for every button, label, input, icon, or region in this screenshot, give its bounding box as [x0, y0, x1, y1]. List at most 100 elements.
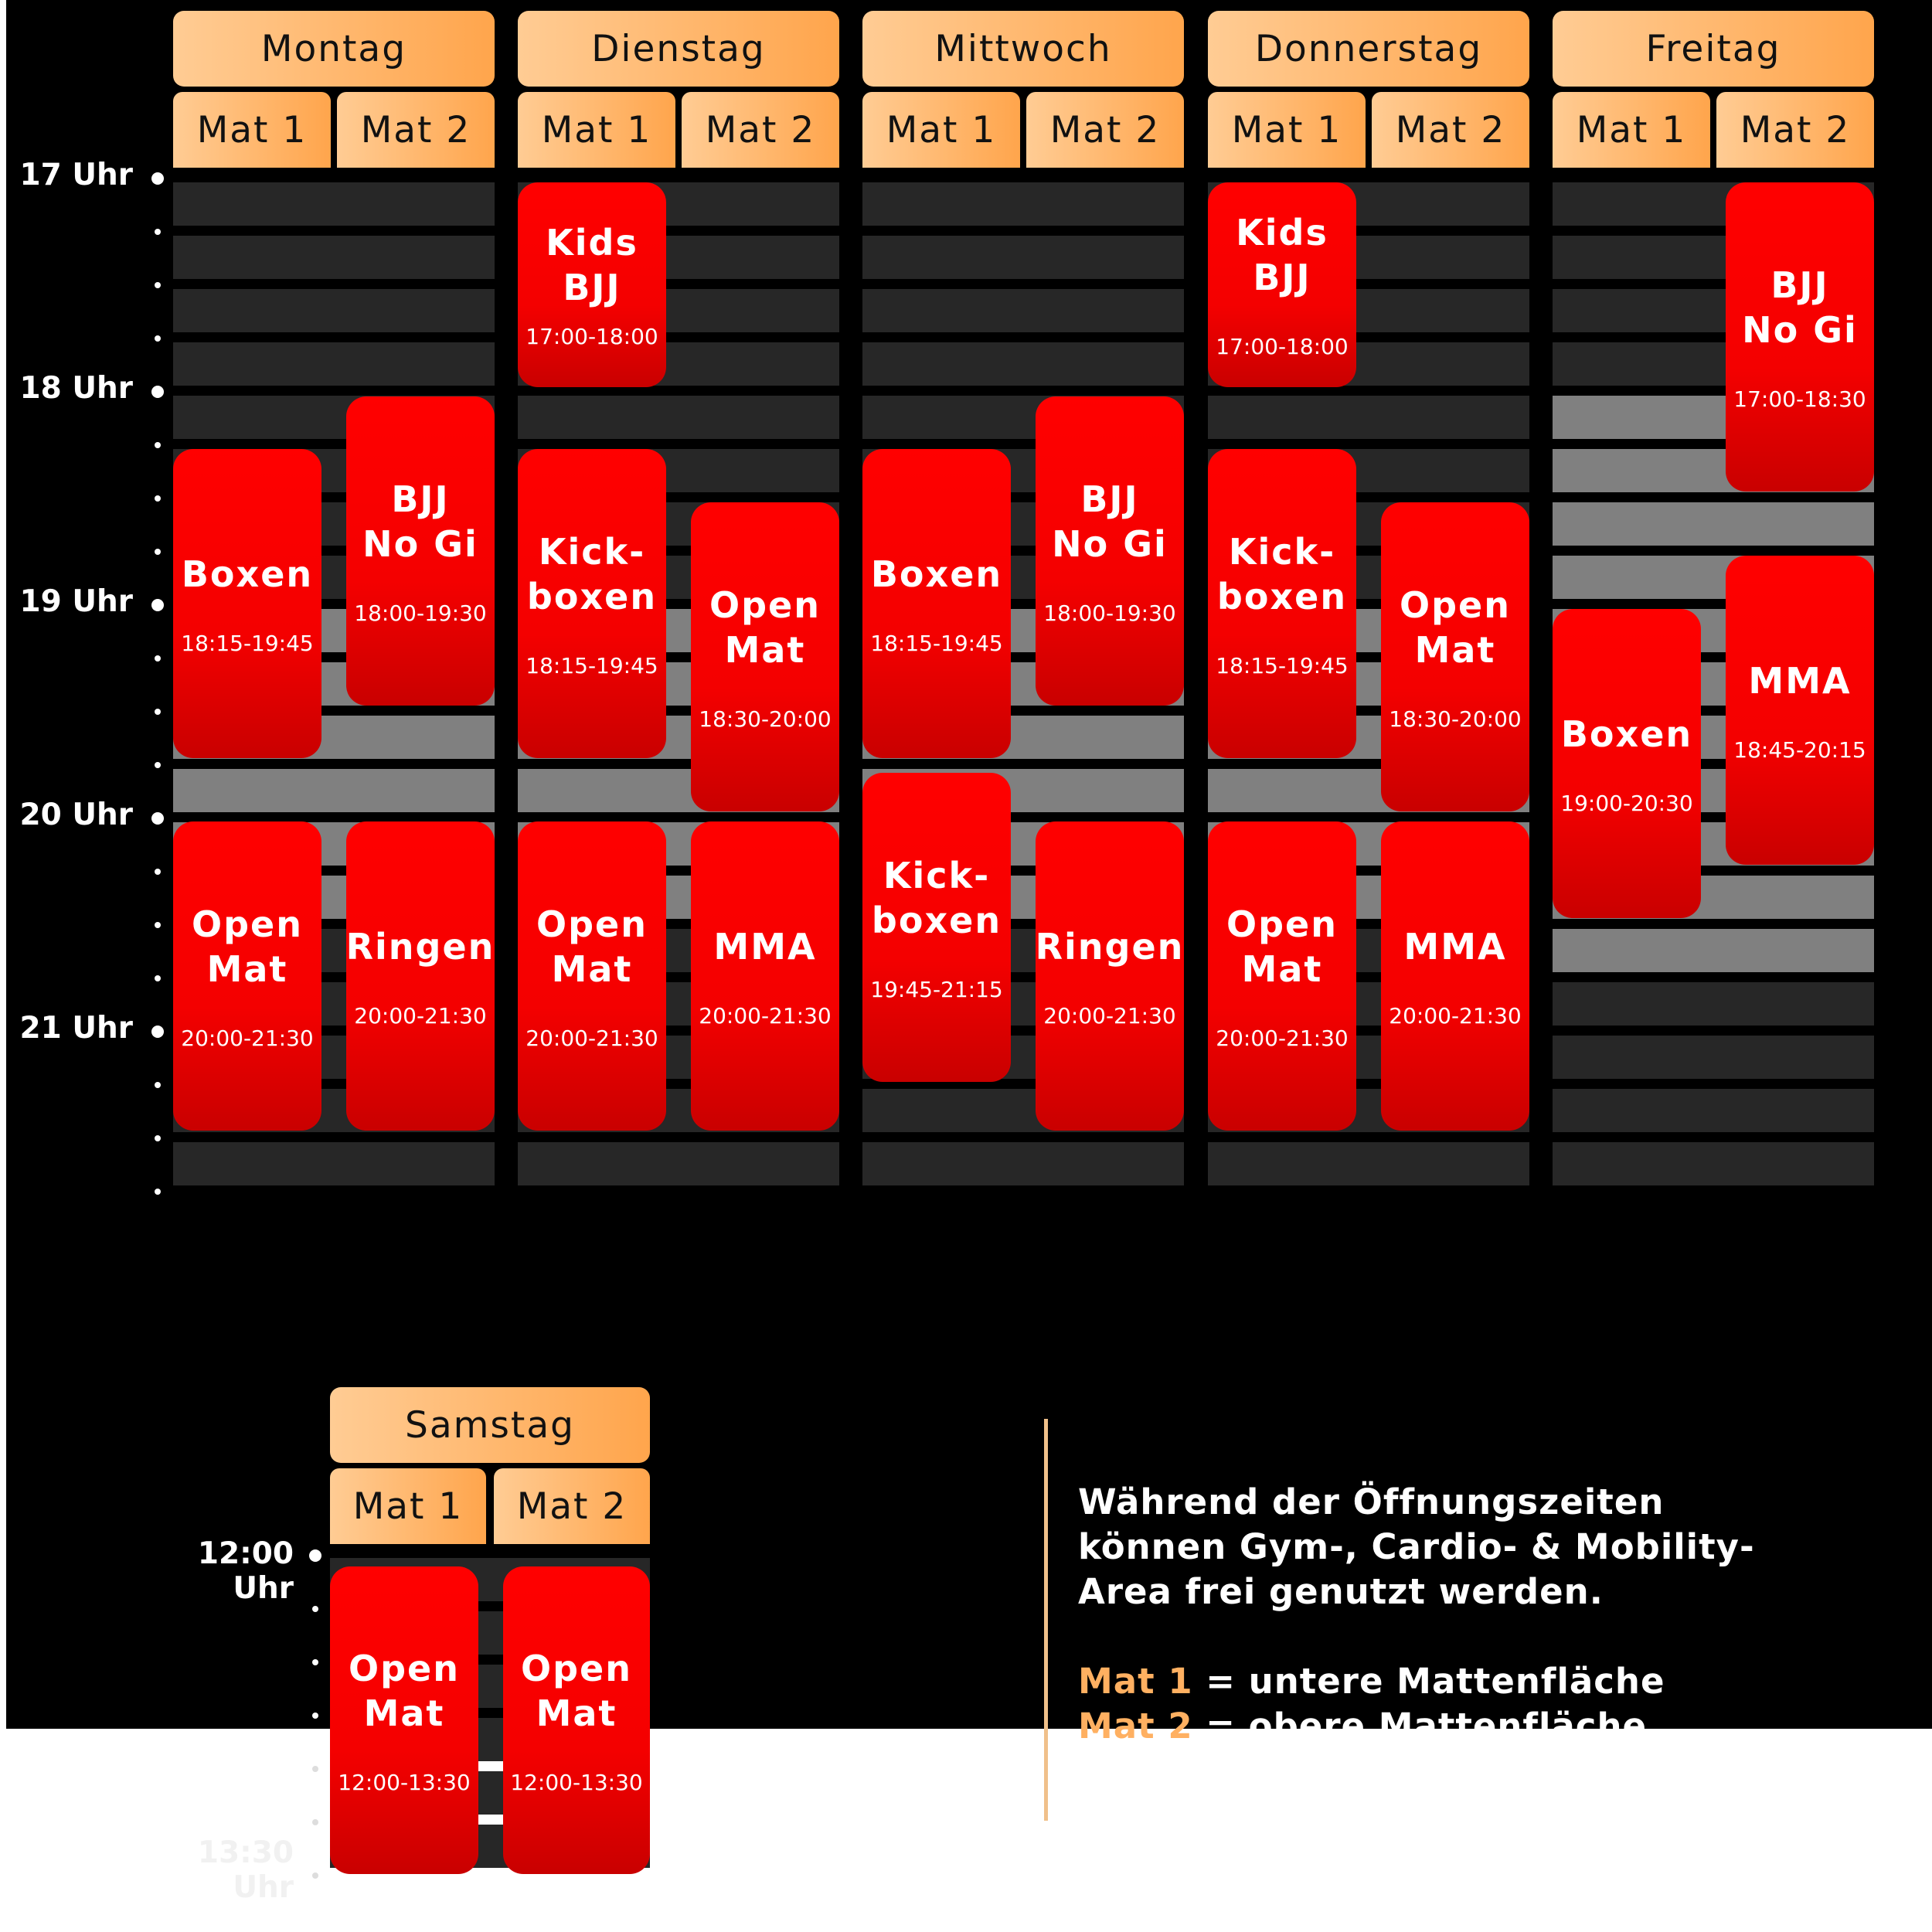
quarter-marker-dot — [155, 709, 161, 715]
time-slot-stripe — [862, 289, 1184, 332]
class-time: 20:00-21:30 — [699, 1002, 832, 1029]
class-block-mittwoch-ringen[interactable]: Ringen 20:00-21:30 — [1036, 821, 1184, 1131]
class-title: MMA — [1403, 925, 1507, 968]
time-slot-stripe — [173, 769, 495, 812]
class-time: 18:30-20:00 — [1389, 706, 1522, 732]
class-title: Kick- boxen — [526, 530, 658, 617]
time-slot-stripe — [1553, 1036, 1874, 1079]
hour-marker-dot — [151, 386, 164, 398]
mat-header: Mat 1 — [1208, 92, 1366, 168]
class-title: BJJ No Gi — [1052, 478, 1168, 565]
class-block-montag-boxen[interactable]: Boxen 18:15-19:45 — [173, 449, 321, 758]
class-block-dienstag-kickboxen[interactable]: Kick- boxen 18:15-19:45 — [518, 449, 666, 758]
time-label-17: 17 Uhr — [19, 158, 133, 192]
class-time: 18:15-19:45 — [526, 652, 658, 679]
mat-header: Mat 2 — [1716, 92, 1874, 168]
class-block-donnerstag-mma[interactable]: MMA 20:00-21:30 — [1381, 821, 1529, 1131]
time-slot-stripe — [1208, 396, 1529, 439]
info-divider — [1044, 1419, 1048, 1821]
class-title: Open Mat — [1400, 583, 1511, 671]
hour-marker-dot — [151, 172, 164, 185]
info-line: können Gym-, Cardio- & Mobility- — [1078, 1526, 1755, 1567]
mat-header: Mat 2 — [1026, 92, 1184, 168]
quarter-marker-dot — [155, 975, 161, 981]
class-block-dienstag-kids-bjj[interactable]: Kids BJJ 17:00-18:00 — [518, 182, 666, 387]
time-slot-stripe — [1553, 502, 1874, 546]
class-time: 20:00-21:30 — [354, 1002, 487, 1029]
time-slot-stripe — [1208, 1142, 1529, 1185]
quarter-marker-dot — [312, 1606, 318, 1612]
class-time: 18:00-19:30 — [1043, 600, 1176, 626]
class-block-donnerstag-kids-bjj[interactable]: Kids BJJ 17:00-18:00 — [1208, 182, 1356, 387]
time-slot-stripe — [173, 236, 495, 279]
class-title: Kids BJJ — [546, 222, 638, 308]
class-time: 20:00-21:30 — [1389, 1002, 1522, 1029]
class-title: Ringen — [345, 925, 495, 968]
class-block-montag-openmat[interactable]: Open Mat 20:00-21:30 — [173, 821, 321, 1131]
mat1-ref: Mat 1 — [1078, 1661, 1193, 1702]
class-time: 18:15-19:45 — [1216, 652, 1349, 679]
class-time: 17:00-18:00 — [526, 324, 658, 349]
time-slot-stripe — [518, 396, 839, 439]
class-title: Open Mat — [349, 1647, 460, 1734]
quarter-marker-dot — [155, 922, 161, 928]
hour-marker-dot — [151, 812, 164, 825]
class-block-freitag-bjj-nogi[interactable]: BJJ No Gi 17:00-18:30 — [1726, 182, 1874, 492]
quarter-marker-dot — [312, 1766, 318, 1772]
class-block-dienstag-mma[interactable]: MMA 20:00-21:30 — [691, 821, 839, 1131]
mat2-ref: Mat 2 — [1078, 1706, 1193, 1747]
time-slot-stripe — [1553, 1089, 1874, 1132]
class-time: 19:45-21:15 — [870, 976, 1003, 1002]
class-title: Boxen — [1560, 713, 1693, 755]
class-block-donnerstag-kickboxen[interactable]: Kick- boxen 18:15-19:45 — [1208, 449, 1356, 758]
time-slot-stripe — [1553, 982, 1874, 1026]
class-block-samstag-openmat-mat1[interactable]: Open Mat 12:00-13:30 — [330, 1566, 478, 1874]
time-label-20: 20 Uhr — [19, 798, 133, 832]
hour-marker-dot — [151, 1026, 164, 1038]
class-block-mittwoch-boxen[interactable]: Boxen 18:15-19:45 — [862, 449, 1011, 758]
mat-header: Mat 1 — [1553, 92, 1710, 168]
time-label-18: 18 Uhr — [19, 371, 133, 406]
class-block-montag-ringen[interactable]: Ringen 20:00-21:30 — [346, 821, 495, 1131]
class-title: MMA — [713, 925, 817, 968]
class-title: Kick- boxen — [1216, 530, 1348, 617]
quarter-marker-dot — [155, 549, 161, 555]
class-time: 18:45-20:15 — [1733, 736, 1866, 763]
info-line: Area frei genutzt werden. — [1078, 1571, 1604, 1612]
class-block-freitag-mma[interactable]: MMA 18:45-20:15 — [1726, 556, 1874, 865]
time-slot-stripe — [1553, 1142, 1874, 1185]
class-time: 19:00-20:30 — [1560, 790, 1693, 816]
class-block-donnerstag-openmat[interactable]: Open Mat 18:30-20:00 — [1381, 502, 1529, 811]
class-block-mittwoch-bjj-nogi[interactable]: BJJ No Gi 18:00-19:30 — [1036, 396, 1184, 706]
time-slot-stripe — [862, 1142, 1184, 1185]
info-line: Während der Öffnungszeiten — [1078, 1481, 1665, 1522]
class-title: Ringen — [1035, 925, 1185, 968]
class-block-dienstag-openmat-late[interactable]: Open Mat 20:00-21:30 — [518, 821, 666, 1131]
quarter-marker-dot — [155, 1082, 161, 1088]
time-slot-stripe — [862, 342, 1184, 386]
quarter-marker-dot — [155, 869, 161, 875]
day-header-donnerstag: Donnerstag — [1208, 11, 1529, 87]
mat-header: Mat 2 — [1372, 92, 1529, 168]
mat2-desc: = obere Mattenfläche — [1192, 1706, 1648, 1747]
class-block-samstag-openmat-mat2[interactable]: Open Mat 12:00-13:30 — [503, 1566, 650, 1874]
mat-header: Mat 2 — [494, 1468, 650, 1544]
quarter-marker-dot — [155, 495, 161, 502]
class-time: 20:00-21:30 — [181, 1025, 314, 1051]
time-slot-stripe — [862, 236, 1184, 279]
mat1-desc: = untere Mattenfläche — [1192, 1661, 1665, 1702]
class-title: Kick- boxen — [871, 854, 1002, 941]
quarter-marker-dot — [155, 655, 161, 662]
day-header-montag: Montag — [173, 11, 495, 87]
class-block-dienstag-openmat[interactable]: Open Mat 18:30-20:00 — [691, 502, 839, 811]
quarter-marker-dot — [312, 1819, 318, 1825]
class-block-mittwoch-kickboxen[interactable]: Kick- boxen 19:45-21:15 — [862, 773, 1011, 1082]
class-block-montag-bjj-nogi[interactable]: BJJ No Gi 18:00-19:30 — [346, 396, 495, 706]
mat-header: Mat 2 — [337, 92, 495, 168]
class-block-donnerstag-openmat-late[interactable]: Open Mat 20:00-21:30 — [1208, 821, 1356, 1131]
class-time: 20:00-21:30 — [1043, 1002, 1176, 1029]
quarter-marker-dot — [155, 442, 161, 448]
quarter-marker-dot — [155, 335, 161, 342]
class-block-freitag-boxen[interactable]: Boxen 19:00-20:30 — [1553, 609, 1701, 918]
mat1-legend: Mat 1 = untere Mattenfläche — [1078, 1659, 1774, 1704]
